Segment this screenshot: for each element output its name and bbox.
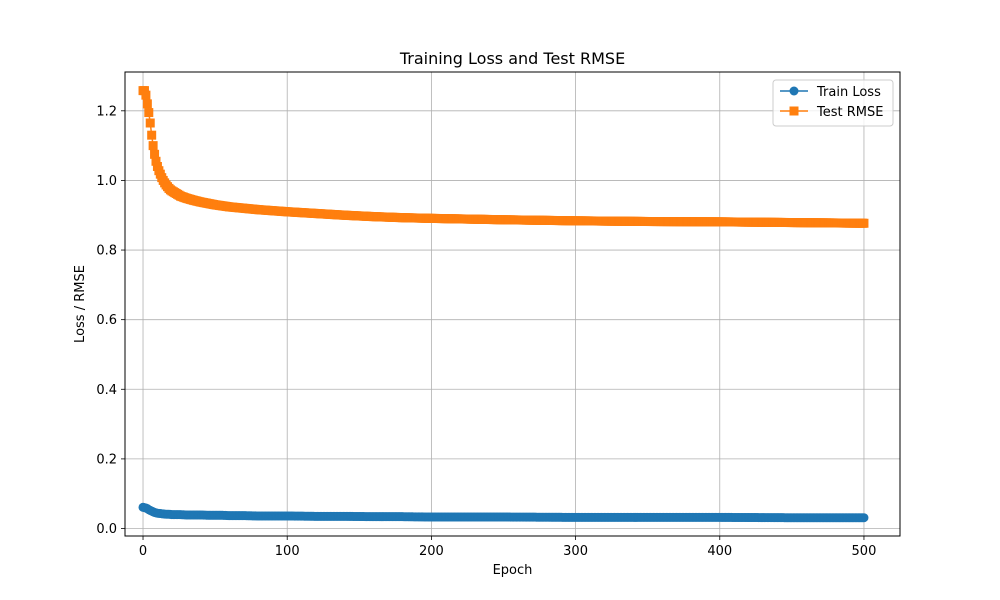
x-tick-label: 500 [852,544,877,559]
data-point-test-rmse [151,156,161,166]
legend-label-test-rmse: Test RMSE [816,105,883,120]
grid [125,72,900,536]
y-axis-ticks: 0.0 0.2 0.4 0.6 0.8 1.0 1.2 [96,104,125,537]
legend-label-train-loss: Train Loss [816,85,881,100]
data-point-test-rmse [150,149,160,159]
series-test-rmse [138,86,869,228]
legend-marker-test-rmse [789,106,799,116]
chart-title: Training Loss and Test RMSE [399,49,625,68]
x-axis-ticks: 0 100 200 300 400 500 [139,536,876,559]
data-point-train-loss [859,513,869,523]
data-point-test-rmse [141,90,151,100]
data-point-test-rmse [139,86,149,96]
y-axis-label: Loss / RMSE [73,265,88,343]
data-point-test-rmse [859,218,869,228]
legend-marker-train-loss [789,86,799,96]
x-tick-label: 300 [563,544,588,559]
plot-area-frame [124,71,901,537]
legend: Train Loss Test RMSE [772,79,894,127]
y-tick-label: 0.0 [96,522,117,537]
data-point-test-rmse [147,130,157,140]
x-axis-label: Epoch [493,563,533,578]
x-tick-label: 400 [707,544,732,559]
y-tick-label: 0.2 [96,452,117,467]
y-tick-label: 1.0 [96,174,117,189]
data-point-test-rmse [142,99,152,109]
y-tick-label: 1.2 [96,104,117,119]
data-point-test-rmse [145,118,155,128]
x-tick-label: 0 [139,544,147,559]
x-tick-label: 100 [275,544,300,559]
x-tick-label: 200 [419,544,444,559]
data-point-test-rmse [148,141,158,151]
data-point-test-rmse [144,108,154,118]
y-tick-label: 0.8 [96,244,117,259]
series-layer [138,86,869,523]
series-train-loss [138,502,869,523]
y-tick-label: 0.6 [96,313,117,328]
y-tick-label: 0.4 [96,383,117,398]
